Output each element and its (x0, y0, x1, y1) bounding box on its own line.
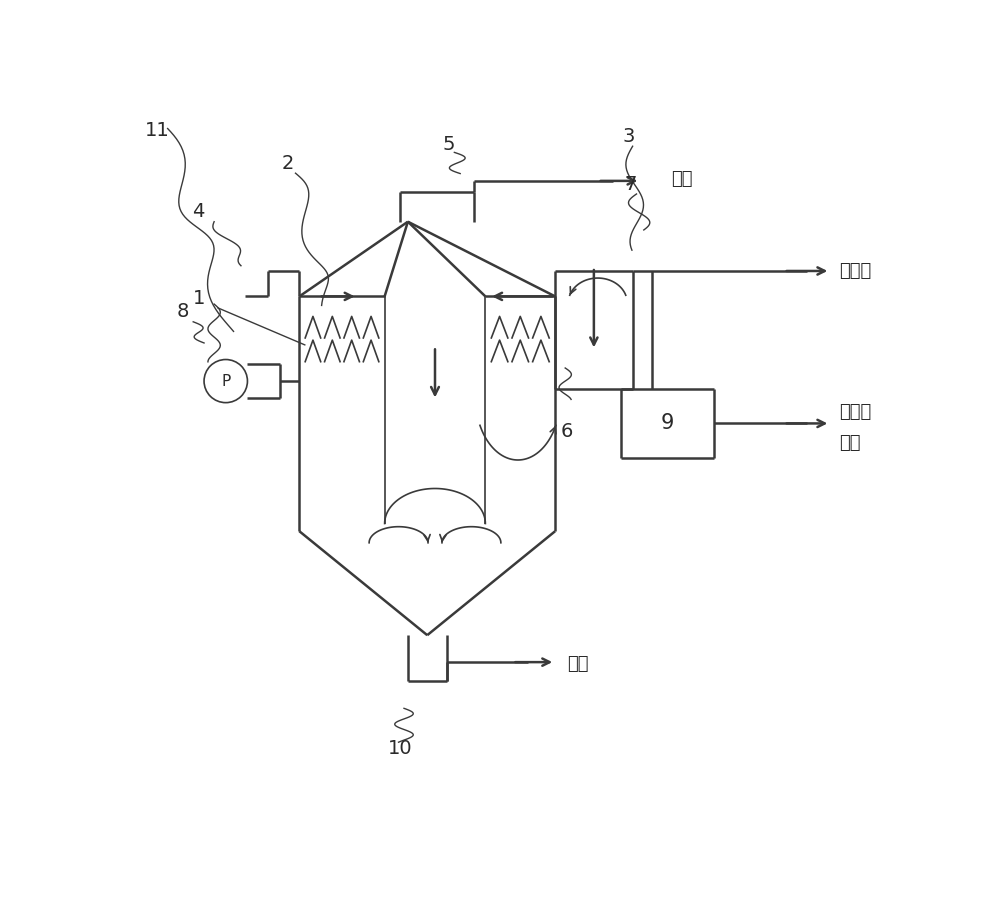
Text: 2: 2 (282, 154, 294, 172)
Text: 7: 7 (624, 175, 636, 194)
Text: 3: 3 (623, 127, 635, 147)
Text: 1: 1 (192, 289, 205, 308)
Text: 热解: 热解 (840, 434, 861, 452)
Text: 8: 8 (177, 303, 189, 321)
Text: 9: 9 (661, 414, 674, 434)
Text: 沼气: 沼气 (671, 170, 693, 188)
Text: 5: 5 (443, 135, 455, 154)
Text: P: P (221, 373, 230, 389)
Text: 排沙: 排沙 (567, 656, 588, 673)
Text: 4: 4 (192, 202, 205, 221)
Text: 6: 6 (561, 422, 573, 441)
Text: 10: 10 (388, 739, 412, 757)
Text: 堆肥或: 堆肥或 (840, 403, 872, 421)
Text: 水处理: 水处理 (840, 262, 872, 280)
Text: 11: 11 (145, 121, 170, 140)
